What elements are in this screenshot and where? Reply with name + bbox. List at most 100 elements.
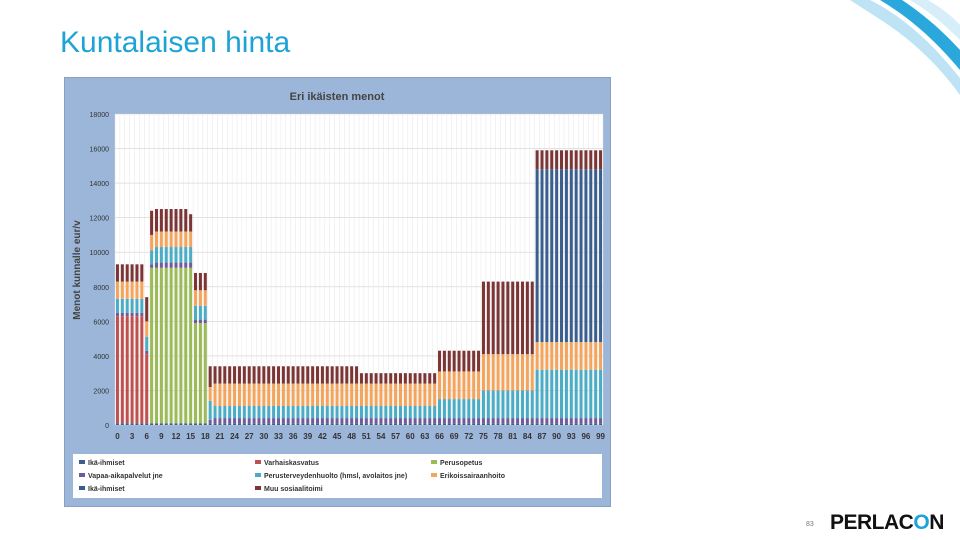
bar-segment <box>135 281 139 299</box>
bar-segment <box>179 262 183 268</box>
y-tick-label: 8000 <box>93 285 109 292</box>
chart-frame: Eri ikäisten menot Menot kunnalle eur/v … <box>64 77 611 507</box>
bar-segment <box>584 418 588 424</box>
bar-segment <box>525 418 529 424</box>
bar-segment <box>272 383 276 406</box>
bar-segment <box>369 418 373 424</box>
bar-segment <box>374 418 378 424</box>
bar-segment <box>335 418 339 424</box>
bar-segment <box>140 281 144 299</box>
bar-segment <box>267 418 271 424</box>
bar-segment <box>530 390 534 419</box>
bar-segment <box>569 423 573 425</box>
bar-segment <box>389 418 393 424</box>
bar-segment <box>540 342 544 370</box>
bar-segment <box>555 342 559 370</box>
bar-segment <box>584 423 588 425</box>
chart-title: Eri ikäisten menot <box>290 91 385 103</box>
bar-segment <box>428 383 432 406</box>
y-tick-label: 12000 <box>90 216 110 223</box>
bar-segment <box>481 354 485 391</box>
bar-segment <box>350 366 354 384</box>
bar-segment <box>203 290 207 306</box>
bar-segment <box>130 281 134 299</box>
bar-segment <box>486 423 490 425</box>
bar-segment <box>452 423 456 425</box>
bar-segment <box>594 169 598 343</box>
bar-segment <box>262 423 266 425</box>
bar-segment <box>203 319 207 324</box>
bar-segment <box>574 150 578 170</box>
bar-segment <box>169 209 173 232</box>
bar-segment <box>359 405 363 419</box>
bar-segment <box>150 423 154 425</box>
bar-segment <box>545 342 549 370</box>
legend-entry: Erikoissairaanhoito <box>440 473 505 480</box>
bar-segment <box>433 373 437 384</box>
bar-segment <box>477 371 481 400</box>
bar-segment <box>462 371 466 400</box>
bar-segment <box>555 369 559 419</box>
bar-segment <box>169 262 173 268</box>
legend-entry: Muu sosiaalitoimi <box>264 486 323 493</box>
x-tick-label: 57 <box>391 432 400 441</box>
bar-segment <box>257 418 261 424</box>
bar-segment <box>301 423 305 425</box>
bar-segment <box>540 423 544 425</box>
bar-segment <box>477 350 481 372</box>
bar-segment <box>540 150 544 170</box>
bar-segment <box>394 383 398 406</box>
bar-segment <box>481 281 485 355</box>
bar-segment <box>135 312 139 317</box>
bar-segment <box>506 423 510 425</box>
bar-segment <box>252 418 256 424</box>
bar-segment <box>579 342 583 370</box>
bar-segment <box>125 312 129 317</box>
bar-segment <box>394 405 398 419</box>
bar-segment <box>213 366 217 384</box>
bar-segment <box>589 418 593 424</box>
bar-segment <box>408 423 412 425</box>
bar-segment <box>555 418 559 424</box>
bar-segment <box>125 264 129 282</box>
bar-segment <box>189 423 193 425</box>
bar-segment <box>174 209 178 232</box>
bar-segment <box>194 272 198 291</box>
legend-entry: Perusterveydenhuolto (hmsl, avolaitos jn… <box>264 473 407 480</box>
bar-segment <box>379 373 383 384</box>
bar-segment <box>184 209 188 232</box>
x-tick-label: 90 <box>552 432 561 441</box>
bar-segment <box>374 373 378 384</box>
bar-segment <box>516 390 520 419</box>
bar-segment <box>276 366 280 384</box>
bar-segment <box>194 290 198 306</box>
bar-segment <box>150 267 154 424</box>
bar-segment <box>325 405 329 419</box>
bar-segment <box>462 399 466 419</box>
bar-segment <box>408 373 412 384</box>
bar-segment <box>262 418 266 424</box>
bar-segment <box>589 150 593 170</box>
bar-segment <box>267 366 271 384</box>
x-tick-label: 42 <box>318 432 327 441</box>
bar-segment <box>589 342 593 370</box>
bar-segment <box>423 405 427 419</box>
bar-segment <box>560 418 564 424</box>
bar-segment <box>189 262 193 268</box>
bar-segment <box>369 423 373 425</box>
bar-segment <box>242 405 246 419</box>
y-tick-label: 18000 <box>90 112 110 119</box>
bar-segment <box>296 418 300 424</box>
bar-segment <box>520 418 524 424</box>
bar-segment <box>242 418 246 424</box>
bar-segment <box>316 418 320 424</box>
bar-segment <box>213 405 217 419</box>
bar-segment <box>389 373 393 384</box>
x-tick-label: 48 <box>347 432 356 441</box>
x-tick-label: 0 <box>115 432 120 441</box>
bar-segment <box>311 418 315 424</box>
bar-segment <box>286 423 290 425</box>
logo-text-end: N <box>929 511 944 534</box>
bar-segment <box>535 342 539 370</box>
bar-segment <box>491 423 495 425</box>
